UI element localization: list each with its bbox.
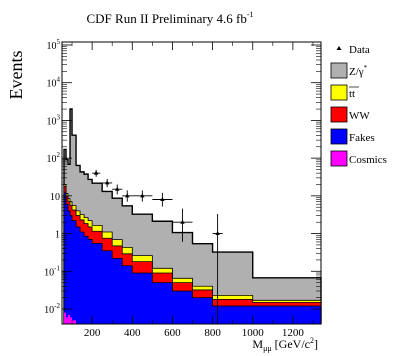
x-tick-label: 800: [204, 327, 221, 339]
chart-title-text: CDF Run II Preliminary 4.6 fb: [87, 11, 247, 26]
legend-label: Z/γ*: [349, 64, 368, 78]
legend: Data Z/γ* tt WW Fakes Cosmics: [330, 44, 387, 167]
legend-swatch: [330, 84, 348, 101]
x-axis-label-unit: [GeV/c: [272, 337, 310, 351]
data-point: [140, 193, 145, 198]
data-point: [115, 186, 120, 191]
data-point: [160, 197, 165, 202]
chart-title-superscript: -1: [247, 10, 254, 19]
x-axis-label-unit-end: ]: [314, 337, 318, 351]
y-axis-label: Events: [6, 51, 26, 100]
legend-swatch: [330, 128, 348, 145]
x-axis-label-main: M: [252, 337, 263, 351]
x-tick-label: 200: [84, 327, 101, 339]
x-tick-label: 1000: [242, 327, 265, 339]
plot-frame: [61, 41, 322, 325]
x-axis-label-sub: μμ: [263, 344, 272, 353]
stack-outline-fakes: [63, 192, 322, 324]
legend-swatch: [330, 150, 348, 167]
y-tick-label: 10-1: [44, 264, 60, 278]
y-tick-label: 10-2: [44, 302, 60, 316]
y-tick-label: 102: [47, 151, 61, 165]
stack-cosmics: [64, 312, 85, 324]
chart-title: CDF Run II Preliminary 4.6 fb-1: [87, 10, 254, 26]
legend-label: Fakes: [349, 132, 375, 144]
plot-area: 200 400 600 800 1000 1200 10-2 10-1 1 10 102 103 104…: [44, 38, 322, 339]
stack-fakes: [64, 192, 321, 324]
data-point: [215, 231, 220, 236]
y-tick-label: 1: [55, 230, 60, 241]
x-tick-label: 1200: [282, 327, 305, 339]
y-tick-label: 104: [47, 76, 61, 90]
data-point: [104, 180, 110, 185]
legend-label: Data: [349, 44, 370, 56]
legend-label: Cosmics: [349, 154, 387, 166]
y-tick-label: 103: [47, 113, 61, 127]
x-axis-label: Mμμ [GeV/c2]: [252, 336, 318, 353]
legend-label: tt: [349, 88, 355, 100]
x-axis-label-unit-sup: 2: [310, 336, 314, 345]
x-tick-label: 400: [124, 327, 141, 339]
data-point: [93, 170, 99, 175]
data-point: [180, 219, 185, 224]
data-point: [125, 193, 130, 198]
legend-marker-data: [336, 46, 342, 50]
stack-outline-z: [63, 108, 322, 324]
stack-outline-ww: [63, 185, 322, 324]
legend-swatch: [330, 106, 348, 123]
legend-swatch: [330, 62, 348, 79]
x-tick-label: 600: [164, 327, 181, 339]
y-tick-label: 105: [47, 38, 61, 52]
legend-label: WW: [349, 110, 370, 122]
y-tick-label: 10: [50, 192, 60, 203]
